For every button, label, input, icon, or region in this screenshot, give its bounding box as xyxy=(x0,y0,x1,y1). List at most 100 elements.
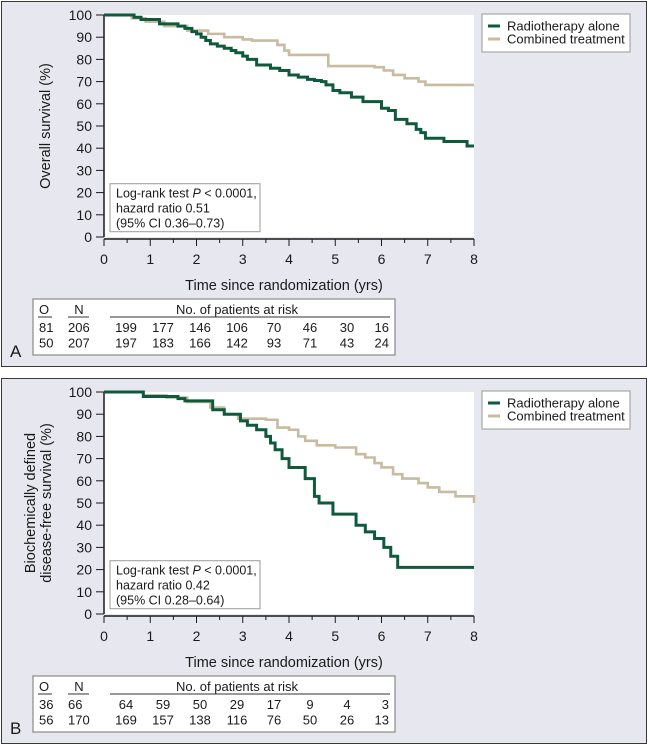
risk-row-at-risk-value: 17 xyxy=(267,697,281,712)
risk-row-n: 206 xyxy=(68,320,90,335)
risk-row-n: 66 xyxy=(68,697,82,712)
x-tick-label: 2 xyxy=(193,628,201,644)
y-tick-label: 20 xyxy=(76,562,92,578)
panel-letter: A xyxy=(10,342,22,361)
stats-suffix: < 0.0001, xyxy=(201,564,257,578)
risk-header-at-risk: No. of patients at risk xyxy=(176,302,299,317)
series-combined-line xyxy=(104,390,476,503)
x-tick-label: 4 xyxy=(285,251,293,267)
risk-row-at-risk-value: 183 xyxy=(152,336,174,351)
risk-header-o: O xyxy=(39,679,49,694)
risk-row-at-risk-value: 157 xyxy=(152,713,174,728)
legend-label-combined: Combined treatment xyxy=(507,409,625,424)
risk-row-at-risk-value: 16 xyxy=(375,320,389,335)
y-tick-label: 20 xyxy=(76,185,92,201)
y-tick-label: 80 xyxy=(76,51,92,67)
legend-box xyxy=(481,390,631,430)
legend-label-combined: Combined treatment xyxy=(507,32,625,47)
risk-row-at-risk-value: 59 xyxy=(156,697,170,712)
risk-row-at-risk-value: 30 xyxy=(340,320,354,335)
risk-row-at-risk-value: 29 xyxy=(230,697,244,712)
y-tick-label: 0 xyxy=(84,606,92,622)
x-tick-label: 1 xyxy=(146,251,154,267)
y-tick-label: 60 xyxy=(76,96,92,112)
y-tick-label: 50 xyxy=(76,118,92,134)
stats-p: P xyxy=(192,564,201,578)
risk-row-o: 56 xyxy=(39,713,53,728)
stats-prefix: Log-rank test xyxy=(116,564,192,578)
x-tick-label: 8 xyxy=(470,628,478,644)
x-tick-label: 1 xyxy=(146,628,154,644)
risk-row-at-risk-value: 4 xyxy=(343,697,350,712)
x-tick-label: 0 xyxy=(100,628,108,644)
risk-row-at-risk-value: 116 xyxy=(227,713,248,728)
stats-line-1: Log-rank test P < 0.0001, xyxy=(116,187,257,201)
risk-row-n: 170 xyxy=(68,713,90,728)
x-axis-title: Time since randomization (yrs) xyxy=(185,655,383,671)
y-tick-label: 60 xyxy=(76,473,92,489)
y-tick-label: 10 xyxy=(76,207,92,223)
panel-a: 0 10 20 30 40 50 60 70 80 90 100 0 1 2 3 4 5 6 7 8 Time sinc… xyxy=(1,1,647,367)
x-tick-label: 2 xyxy=(193,251,201,267)
x-tick-label: 0 xyxy=(100,251,108,267)
stats-line-2: hazard ratio 0.42 xyxy=(116,579,210,593)
x-tick-label: 6 xyxy=(378,628,386,644)
risk-row-at-risk-value: 197 xyxy=(115,336,137,351)
x-tick-label: 3 xyxy=(239,628,247,644)
risk-row-o: 50 xyxy=(39,336,53,351)
x-tick-label: 5 xyxy=(331,251,339,267)
x-tick-label: 5 xyxy=(331,628,339,644)
risk-header-n: N xyxy=(74,302,83,317)
risk-row-at-risk-value: 146 xyxy=(189,320,211,335)
legend-label-radiotherapy: Radiotherapy alone xyxy=(507,396,620,411)
risk-row-o: 36 xyxy=(39,697,53,712)
risk-row-at-risk-value: 46 xyxy=(303,320,317,335)
risk-row-at-risk-value: 138 xyxy=(189,713,211,728)
x-tick-label: 4 xyxy=(285,628,293,644)
series-combined-line xyxy=(104,13,474,87)
risk-table xyxy=(32,675,396,733)
risk-row-at-risk-value: 93 xyxy=(267,336,281,351)
risk-row-n: 207 xyxy=(68,336,90,351)
x-tick-label: 8 xyxy=(470,251,478,267)
x-tick-label: 3 xyxy=(239,251,247,267)
risk-row-at-risk-value: 106 xyxy=(226,320,248,335)
risk-header-o: O xyxy=(39,302,49,317)
risk-row-o: 81 xyxy=(39,320,53,335)
risk-header-at-risk: No. of patients at risk xyxy=(176,679,299,694)
y-tick-label: 0 xyxy=(84,229,92,245)
y-tick-label: 30 xyxy=(76,539,92,555)
stats-suffix: < 0.0001, xyxy=(201,187,257,201)
risk-row-at-risk-value: 199 xyxy=(115,320,137,335)
y-tick-label: 90 xyxy=(76,406,92,422)
stats-box xyxy=(109,183,261,233)
risk-row-at-risk-value: 3 xyxy=(382,697,389,712)
risk-row-at-risk-value: 70 xyxy=(267,320,281,335)
legend-label-radiotherapy: Radiotherapy alone xyxy=(507,19,620,34)
stats-line-3: (95% CI 0.36–0.73) xyxy=(116,217,224,231)
x-tick-label: 6 xyxy=(378,251,386,267)
risk-row-at-risk-value: 71 xyxy=(303,336,317,351)
risk-row-at-risk-value: 50 xyxy=(193,697,207,712)
stats-line-1: Log-rank test P < 0.0001, xyxy=(116,564,257,578)
risk-table xyxy=(32,298,396,356)
stats-prefix: Log-rank test xyxy=(116,187,192,201)
stats-line-2: hazard ratio 0.51 xyxy=(116,202,210,216)
y-tick-label: 80 xyxy=(76,428,92,444)
risk-row-at-risk-value: 166 xyxy=(189,336,211,351)
y-tick-label: 100 xyxy=(69,7,93,23)
x-tick-label: 7 xyxy=(424,628,432,644)
y-axis-title-line2: disease-free survival (%) xyxy=(39,423,55,583)
risk-row-at-risk-value: 26 xyxy=(340,713,354,728)
x-tick-label: 7 xyxy=(424,251,432,267)
y-tick-label: 40 xyxy=(76,140,92,156)
y-tick-label: 100 xyxy=(69,384,93,400)
y-axis-title: Overall survival (%) xyxy=(38,63,54,189)
y-tick-label: 40 xyxy=(76,517,92,533)
y-tick-label: 30 xyxy=(76,162,92,178)
risk-row-at-risk-value: 142 xyxy=(226,336,248,351)
risk-row-at-risk-value: 9 xyxy=(306,697,313,712)
series-radiotherapy-line xyxy=(104,390,474,569)
risk-row-at-risk-value: 24 xyxy=(375,336,389,351)
